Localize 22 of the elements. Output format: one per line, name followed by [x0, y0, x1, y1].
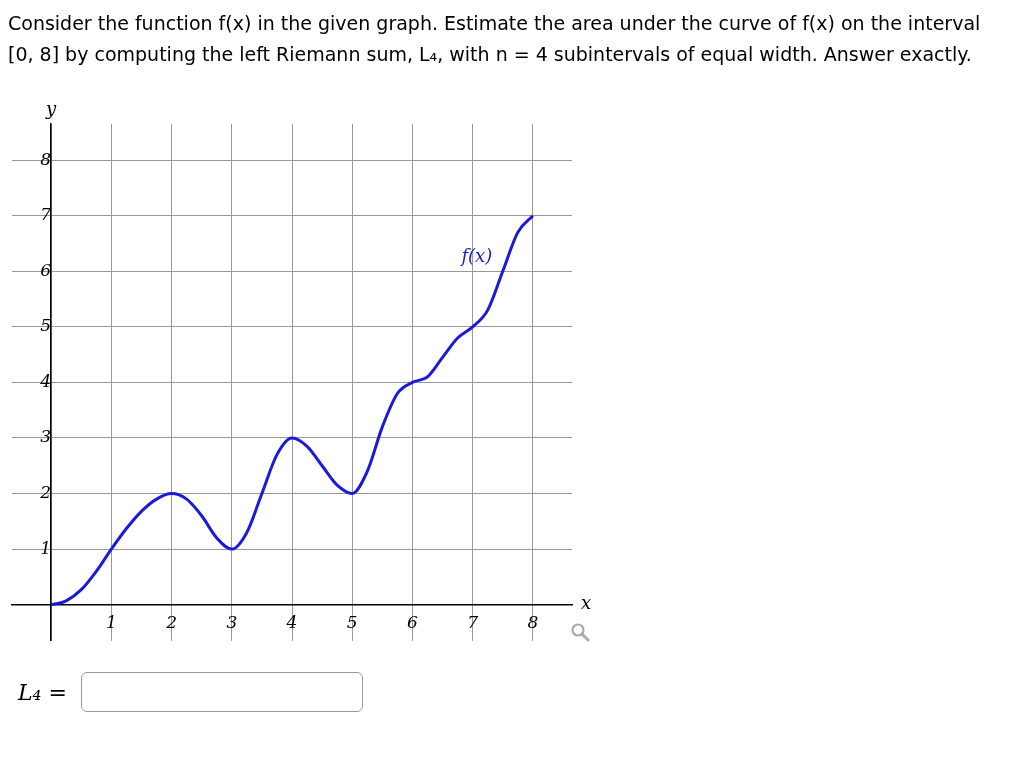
- x-tick-label: 1: [105, 612, 117, 633]
- y-tick-label: 8: [40, 148, 52, 169]
- y-tick-label: 7: [40, 204, 52, 225]
- x-tick-label: 7: [467, 612, 479, 633]
- x-tick-label: 6: [407, 612, 419, 633]
- y-tick-label: 3: [40, 426, 52, 447]
- line-series: [49, 214, 535, 607]
- y-axis-title: y: [45, 97, 58, 119]
- x-tick-label: 5: [346, 612, 358, 633]
- x-tick-label: 8: [527, 612, 539, 633]
- chart-title: Consider the function f(x) in the given graph. Estimate the area under the curve of f(x) on the interval [0, 8] by computing the left Riemann sum, L₄, with n = 4 subintervals of equal width. Answer exactly.: [8, 11, 982, 67]
- series-label: f(x): [459, 245, 493, 267]
- y-tick-label: 4: [39, 370, 52, 391]
- y-tick-label: 1: [40, 537, 52, 558]
- y-tick-label: 2: [39, 481, 52, 502]
- x-axis-title: x: [580, 592, 592, 614]
- y-tick-label: 5: [40, 315, 52, 336]
- x-tick-label: 3: [226, 612, 238, 633]
- y-tick-label: 6: [40, 259, 52, 280]
- text: L₄ =: [18, 679, 67, 705]
- x-tick-label: 4: [285, 612, 298, 633]
- x-tick-label: 2: [165, 612, 177, 633]
